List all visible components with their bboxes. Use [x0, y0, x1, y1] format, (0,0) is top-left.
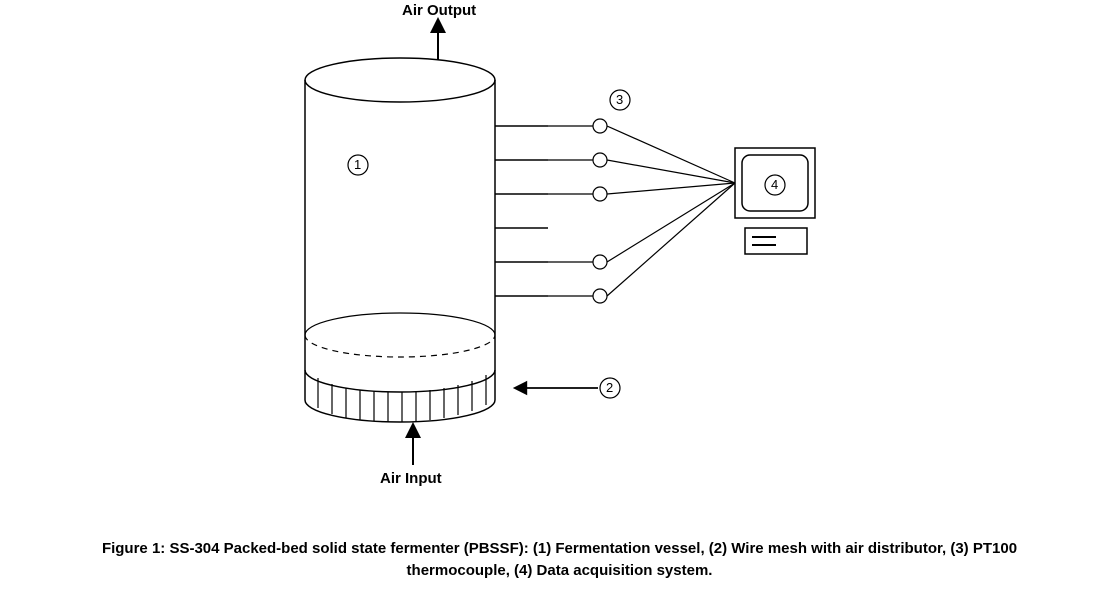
- thermocouple-nodes: [548, 119, 607, 303]
- data-acquisition-computer: [735, 148, 815, 254]
- wire-mesh: [305, 370, 495, 422]
- diagram-stage: Air Output Air Input 1 2 3 4 Figure 1: S…: [0, 0, 1119, 595]
- callout-2: [520, 378, 620, 398]
- air-input-label: Air Input: [380, 470, 442, 487]
- callout-3-num: 3: [616, 92, 623, 107]
- air-output-label: Air Output: [402, 2, 476, 19]
- diagram-svg: [0, 0, 1119, 595]
- fermentation-vessel: [305, 58, 495, 370]
- figure-caption-line1: Figure 1: SS-304 Packed-bed solid state …: [0, 540, 1119, 557]
- callout-2-num: 2: [606, 380, 613, 395]
- callout-4-num: 4: [771, 177, 778, 192]
- callout-1-num: 1: [354, 157, 361, 172]
- signal-lines: [607, 126, 735, 296]
- probe-stubs: [495, 126, 548, 296]
- figure-caption-line2: thermocouple, (4) Data acquisition syste…: [0, 562, 1119, 579]
